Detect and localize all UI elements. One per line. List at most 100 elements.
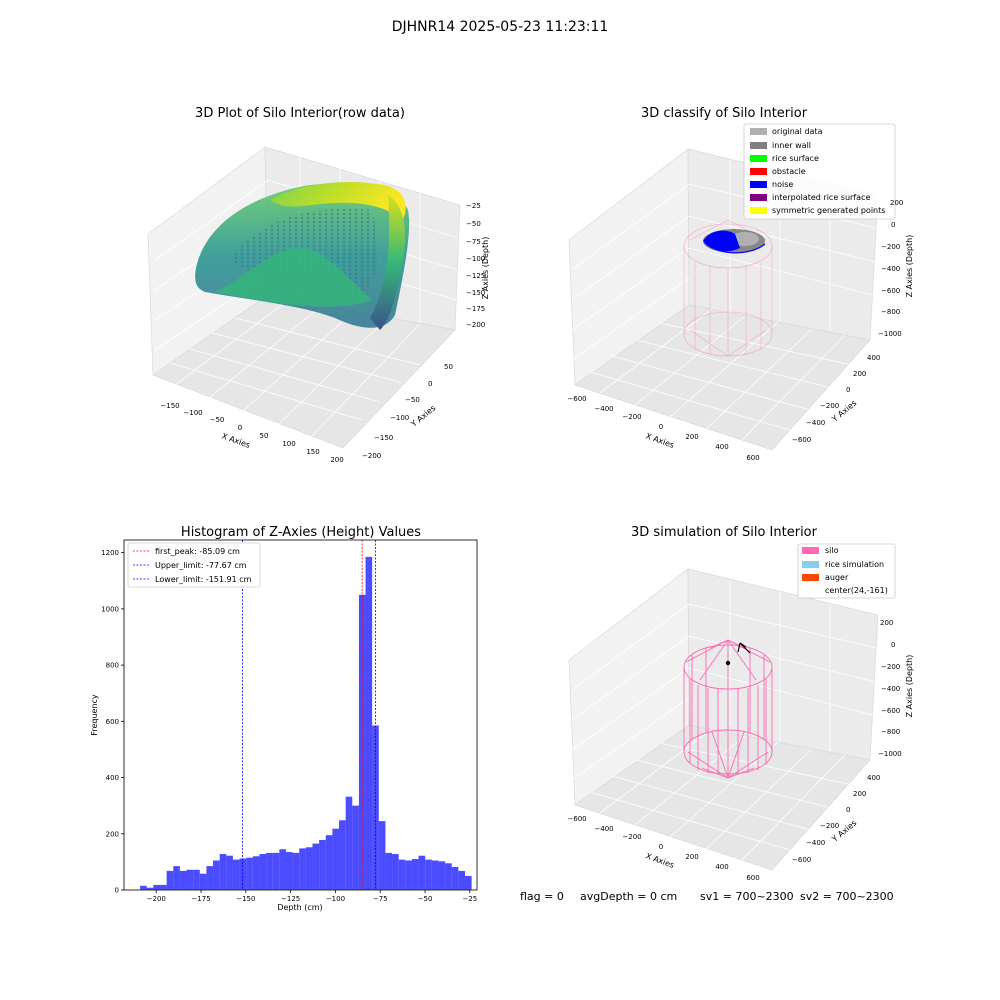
z-axis-label: Z Axies (Depth) [905,235,914,298]
legend-label: first_peak: -85.09 cm [155,547,240,556]
panel-histogram: Histogram of Z-Axies (Height) Values −20… [90,525,478,912]
x-tick-label: −25 [462,895,477,903]
histogram-bar [392,854,399,890]
z-tick-label: −400 [881,265,900,273]
histogram-bar [252,856,260,890]
status-sv1: sv1 = 700~2300 [700,890,794,903]
y-tick-label: −400 [806,419,825,427]
z-tick-label: 0 [891,221,895,229]
z-tick-label: 200 [880,619,893,627]
y-tick-label: −200 [820,402,839,410]
legend-swatch [750,168,767,175]
z-tick-label: −50 [466,220,481,228]
histogram-reference-lines [242,540,376,890]
histogram-bar [385,852,393,890]
x-tick-label: −200 [147,895,166,903]
auger-indicator [737,642,751,654]
x-tick-label: −150 [236,895,255,903]
z-tick-label: 200 [890,199,903,207]
z-tick-label: −200 [466,321,485,329]
histogram-bar [186,869,194,890]
y-tick-label: 0 [428,380,432,388]
x-tick-label: −75 [373,895,388,903]
classified-noise-rim [704,242,766,254]
legend-swatch [750,128,767,135]
histogram-bar [398,859,406,890]
pointcloud-right-wall [370,195,406,330]
y-ticks: 0 200 400 600 800 1000 1200 [101,549,124,895]
legend-label: obstacle [772,167,806,176]
figure-title: DJHNR14 2025-05-23 11:23:11 [392,19,609,35]
z-axis-label: Z Axies (Depth) [905,655,914,718]
histogram-bar [239,858,247,890]
x-tick-label: 200 [330,456,343,464]
z-tick-label: −400 [881,685,900,693]
x-tick-label: −400 [594,825,613,833]
legend-label: original data [772,127,823,136]
histogram-bar [246,857,253,890]
z-tick-label: −800 [881,728,900,736]
histogram-bars [140,556,472,890]
histogram-bar [332,828,340,890]
status-row: flag = 0 avgDepth = 0 cm sv1 = 700~2300 … [520,890,894,903]
histogram-bar [378,821,386,890]
x-tick-label: 400 [715,863,728,871]
x-tick-label: −175 [191,895,210,903]
histogram-bar [405,860,412,890]
x-axis-label: X Axies [644,431,675,450]
histogram-bar [279,849,286,890]
legend-swatch [750,194,767,201]
plot-area [123,539,478,891]
x-axis-label: X Axies [644,851,675,870]
y-tick-label: −50 [405,396,420,404]
histogram-bar [458,870,465,890]
legend-swatch [750,142,767,149]
z-tick-label: −75 [466,238,481,246]
histogram-bar [266,852,273,890]
x-tick-label: −200 [622,833,641,841]
z-tick-label: −100 [466,255,485,263]
y-tick-label: 0 [115,887,119,895]
legend-label: silo [825,546,839,555]
y-tick-label: −600 [792,436,811,444]
histogram-bar [325,835,333,890]
histogram-bar [411,859,419,890]
x-tick-label: 0 [659,423,663,431]
status-avg-depth: avgDepth = 0 cm [580,890,677,903]
x-tick-label: 100 [282,440,295,448]
x-tick-label: −600 [567,395,586,403]
legend-swatch [802,574,819,581]
y-axis-label: Y Axies [409,403,438,429]
z-tick-label: 0 [891,641,895,649]
panel-raw-3d: 3D Plot of Silo Interior(row data) [147,106,490,464]
legend: original data inner wall rice surface ob… [743,123,896,220]
x-tick-label: 600 [746,874,759,882]
histogram-bar [425,859,432,890]
x-axis-label: Depth (cm) [277,903,322,912]
histogram-bar [438,861,446,890]
y-tick-label: 200 [853,790,866,798]
legend-label: center(24,-161) [825,586,888,595]
histogram-bar [199,873,207,890]
x-tick-label: −400 [594,405,613,413]
legend-swatch [750,181,767,188]
silo-wireframe [683,219,773,357]
histogram-bar [259,854,267,890]
histogram-bar [272,852,280,890]
y-tick-label: −150 [374,434,393,442]
y-tick-label: −200 [362,452,381,460]
histogram-bar [339,820,346,890]
y-tick-label: 200 [106,830,119,838]
panel-title: 3D simulation of Silo Interior [631,525,818,540]
y-tick-label: −200 [820,822,839,830]
x-tick-label: −50 [418,895,433,903]
y-tick-label: 400 [867,354,880,362]
x-tick-label: −100 [326,895,345,903]
y-tick-label: 800 [106,662,119,670]
x-tick-label: 0 [238,424,242,432]
y-tick-label: 1200 [101,549,119,557]
x-ticks: −200 −175 −150 −125 −100 −75 −50 −25 [147,890,477,903]
panel-classify-3d: 3D classify of Silo Interior [567,106,914,462]
pointcloud-mound [215,247,372,307]
y-tick-label: 400 [106,774,119,782]
